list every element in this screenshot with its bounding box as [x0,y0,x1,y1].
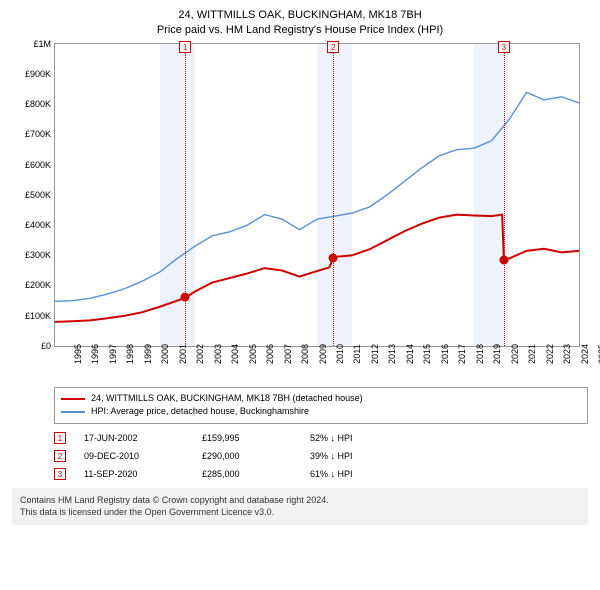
title-block: 24, WITTMILLS OAK, BUCKINGHAM, MK18 7BH … [8,8,592,39]
sale-dot [329,254,338,263]
legend-swatch [61,411,85,413]
y-tick-label: £800K [11,99,51,109]
sale-marker-box: 2 [327,41,339,53]
sale-marker-box: 1 [179,41,191,53]
series-hpi [55,92,579,301]
chart-wrap: 1 2 3 £0 £100K £200K £300K £400K £500K £600K £700K… [12,43,588,383]
y-tick-label: £900K [11,69,51,79]
sale-vline [504,44,505,346]
y-tick-label: £400K [11,220,51,230]
sale-price: £159,995 [202,433,292,443]
y-tick-label: £1M [11,39,51,49]
sale-date: 17-JUN-2002 [84,433,184,443]
x-tick-label: 2025 [579,344,600,364]
y-tick-label: £200K [11,280,51,290]
sale-delta: 61% ↓ HPI [310,469,410,479]
sale-dot [181,293,190,302]
legend-label: 24, WITTMILLS OAK, BUCKINGHAM, MK18 7BH … [91,392,363,406]
y-tick-label: £700K [11,129,51,139]
sale-date: 11-SEP-2020 [84,469,184,479]
footer-line1: Contains HM Land Registry data © Crown c… [20,494,580,507]
legend-label: HPI: Average price, detached house, Buck… [91,405,309,419]
sale-row: 2 09-DEC-2010 £290,000 39% ↓ HPI [54,450,588,462]
sale-num-box: 2 [54,450,66,462]
y-tick-label: £600K [11,160,51,170]
y-tick-label: £500K [11,190,51,200]
y-tick-label: £300K [11,250,51,260]
footer-line2: This data is licensed under the Open Gov… [20,506,580,519]
sale-row: 1 17-JUN-2002 £159,995 52% ↓ HPI [54,432,588,444]
sale-delta: 39% ↓ HPI [310,451,410,461]
chart-container: 24, WITTMILLS OAK, BUCKINGHAM, MK18 7BH … [0,0,600,590]
sale-date: 09-DEC-2010 [84,451,184,461]
title-line1: 24, WITTMILLS OAK, BUCKINGHAM, MK18 7BH [8,8,592,23]
sale-row: 3 11-SEP-2020 £285,000 61% ↓ HPI [54,468,588,480]
footer: Contains HM Land Registry data © Crown c… [12,488,588,525]
sale-vline [333,44,334,346]
sale-num-box: 3 [54,468,66,480]
chart-lines [55,44,579,346]
y-tick-label: £100K [11,311,51,321]
sale-price: £285,000 [202,469,292,479]
sale-delta: 52% ↓ HPI [310,433,410,443]
sale-price: £290,000 [202,451,292,461]
plot-area: 123£0£100K£200K£300K£400K£500K£600K£700K… [54,43,580,347]
series-property [55,214,579,321]
sale-dot [499,255,508,264]
legend-row: HPI: Average price, detached house, Buck… [61,405,581,419]
y-tick-label: £0 [11,341,51,351]
title-line2: Price paid vs. HM Land Registry's House … [8,23,592,38]
sale-num-box: 1 [54,432,66,444]
legend-row: 24, WITTMILLS OAK, BUCKINGHAM, MK18 7BH … [61,392,581,406]
sale-marker-box: 3 [498,41,510,53]
legend-swatch [61,398,85,400]
legend-box: 24, WITTMILLS OAK, BUCKINGHAM, MK18 7BH … [54,387,588,424]
sales-table: 1 17-JUN-2002 £159,995 52% ↓ HPI 2 09-DEC-201… [54,432,588,480]
